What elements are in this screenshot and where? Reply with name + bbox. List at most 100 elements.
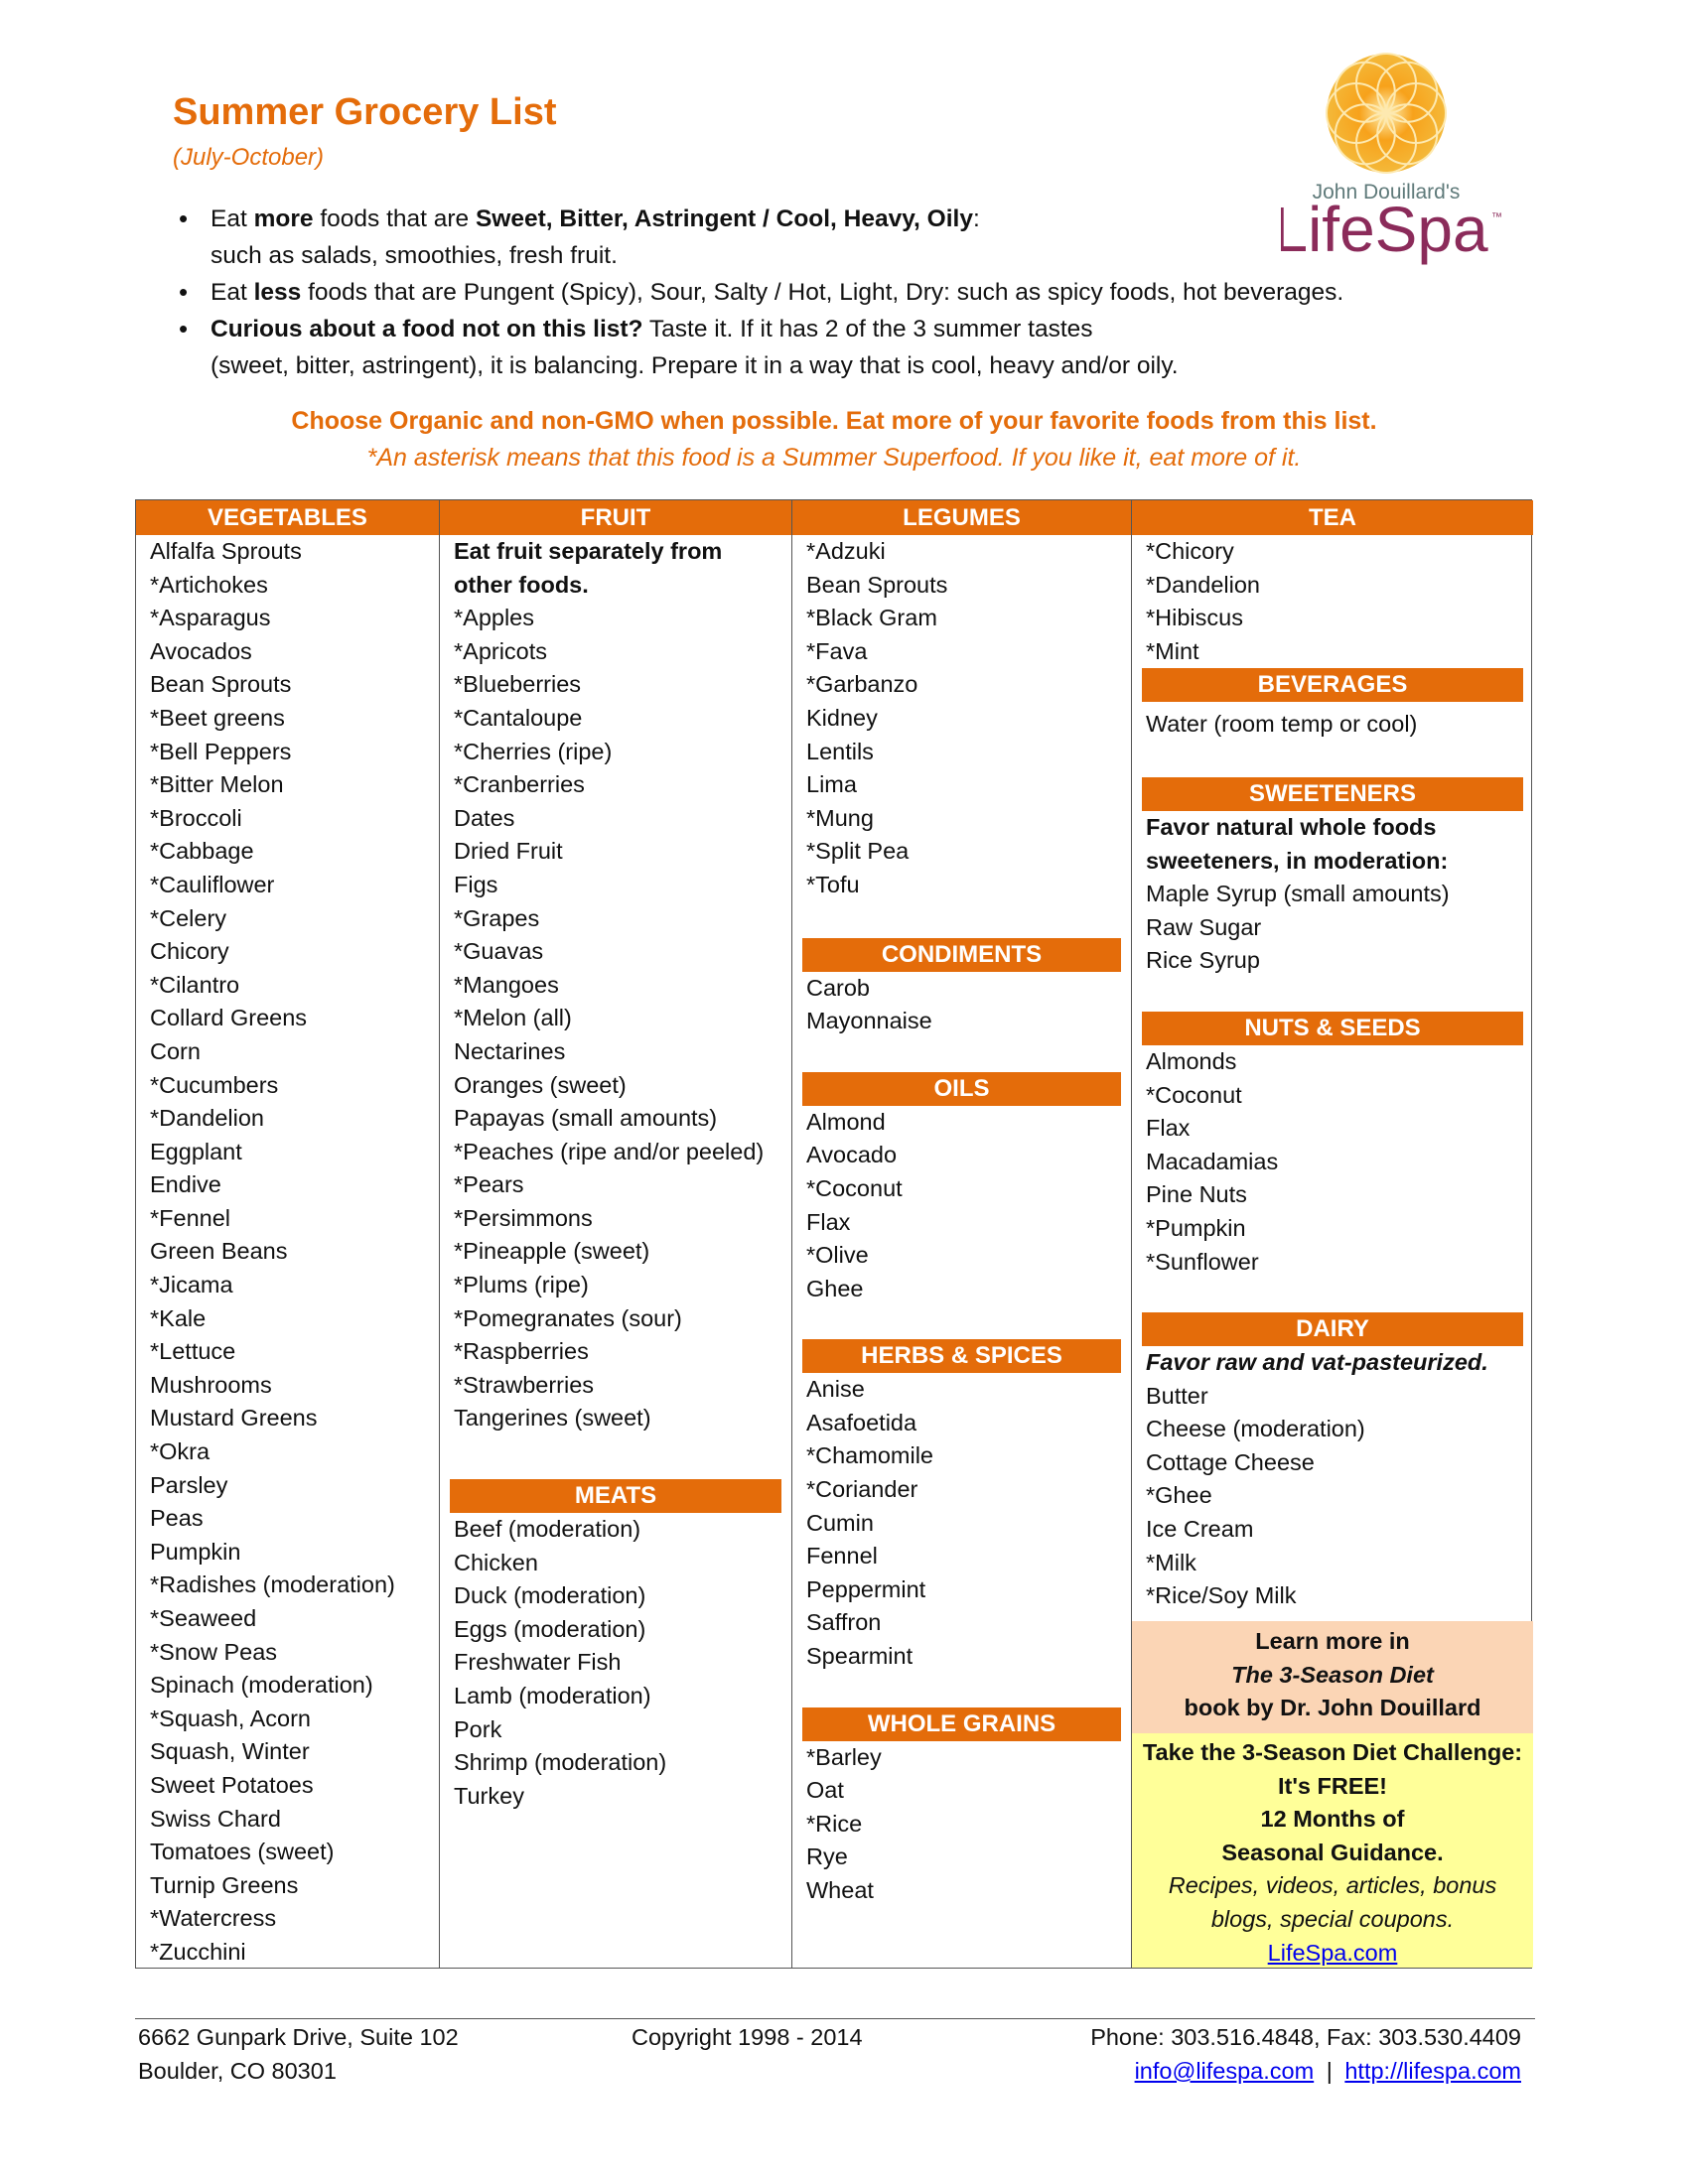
food-item: Macadamias [1146, 1148, 1279, 1174]
food-item: *Plums (ripe) [454, 1272, 589, 1298]
food-item: Tangerines (sweet) [454, 1405, 651, 1432]
food-item: *Cranberries [454, 771, 585, 798]
item-list: *Barley Oat *Rice Rye Wheat [792, 1741, 1131, 1908]
food-item: *Coriander [806, 1476, 918, 1503]
svg-text:™: ™ [1491, 211, 1502, 223]
food-item: Duck (moderation) [454, 1582, 646, 1609]
food-item: *Jicama [150, 1272, 233, 1298]
food-item: Shrimp (moderation) [454, 1749, 667, 1776]
promo-line: Learn more in [1255, 1628, 1410, 1654]
food-item: Avocados [150, 637, 252, 664]
food-item: Carob [806, 974, 871, 1001]
promo-line: It's FREE! [1277, 1772, 1388, 1799]
food-item: Flax [806, 1208, 851, 1235]
food-item: Pine Nuts [1146, 1181, 1247, 1208]
food-item: *Okra [150, 1438, 211, 1465]
food-item: Ghee [806, 1275, 864, 1301]
page-subtitle: (July-October) [173, 144, 325, 171]
food-item: *Watercress [150, 1905, 277, 1932]
organic-notice: Choose Organic and non-GMO when possible… [291, 407, 1377, 435]
food-item: Raw Sugar [1146, 913, 1262, 940]
food-item: *Fennel [150, 1204, 230, 1231]
section-note: Eat fruit separately from other foods. [454, 538, 723, 598]
food-item: Green Beans [150, 1238, 288, 1265]
food-item: *Pears [454, 1171, 524, 1198]
section-header-herbs-spices: HERBS & SPICES [802, 1339, 1121, 1374]
food-item: Eggplant [150, 1138, 242, 1164]
food-item: Water (room temp or cool) [1146, 711, 1418, 738]
food-item: Lamb (moderation) [454, 1683, 651, 1708]
food-item: *Split Pea [806, 838, 910, 865]
food-item: Sweet Potatoes [150, 1771, 314, 1798]
food-item: *Seaweed [150, 1605, 257, 1631]
food-item: *Cabbage [150, 838, 254, 865]
section-header-nuts-seeds: NUTS & SEEDS [1142, 1011, 1523, 1045]
website-link[interactable]: http://lifespa.com [1344, 2058, 1521, 2084]
page-title: Summer Grocery List [173, 91, 557, 133]
food-item: *Rice [806, 1810, 863, 1837]
food-item: *Hibiscus [1146, 605, 1243, 631]
grocery-table: VEGETABLES Alfalfa Sprouts *Artichokes *Asp… [135, 499, 1533, 1969]
food-item: Flax [1146, 1115, 1191, 1142]
food-item: Lima [806, 771, 857, 798]
item-list: Almonds *Coconut Flax Macadamias Pine Nuts *P… [1132, 1045, 1533, 1279]
food-item: *Cauliflower [150, 871, 275, 897]
section-header-dairy: DAIRY [1142, 1312, 1523, 1347]
food-item: *Chamomile [806, 1442, 933, 1469]
food-item: Eggs (moderation) [454, 1615, 646, 1642]
food-item: *Mint [1146, 637, 1199, 664]
food-item: Beef (moderation) [454, 1516, 641, 1543]
food-item: Alfalfa Sprouts [150, 538, 302, 564]
food-item: Saffron [806, 1609, 882, 1636]
food-item: *Fava [806, 637, 868, 664]
section-header-meats: MEATS [450, 1479, 781, 1514]
food-item: Wheat [806, 1877, 874, 1903]
address-line: Boulder, CO 80301 [138, 2058, 337, 2084]
item-list: Eat fruit separately from other foods. *A… [440, 535, 791, 1435]
food-item: Pork [454, 1715, 502, 1742]
lifespa-link[interactable]: LifeSpa.com [1267, 1939, 1398, 1966]
bullet-more: Eat more foods that are Sweet, Bitter, A… [179, 201, 1489, 274]
food-item: Figs [454, 871, 498, 897]
food-item: Kidney [806, 704, 878, 731]
section-note: Favor raw and vat-pasteurized. [1146, 1349, 1488, 1376]
food-item: Bean Sprouts [806, 571, 948, 598]
promo-line: blogs, special coupons. [1210, 1905, 1455, 1932]
section-header-vegetables: VEGETABLES [136, 500, 439, 535]
challenge-promo: Take the 3-Season Diet Challenge: It's F… [1132, 1733, 1533, 1968]
food-item: Fennel [806, 1543, 878, 1570]
food-item: *Kale [150, 1304, 207, 1331]
book-promo: Learn more in The 3-Season Diet book by … [1132, 1621, 1533, 1733]
section-header-condiments: CONDIMENTS [802, 937, 1121, 972]
food-item: Tomatoes (sweet) [150, 1839, 335, 1865]
food-item: *Ghee [1146, 1482, 1212, 1509]
column-1: VEGETABLES Alfalfa Sprouts *Artichokes *Asp… [136, 500, 440, 1968]
food-item: *Lettuce [150, 1338, 236, 1365]
food-item: *Blueberries [454, 671, 582, 698]
food-item: Cheese (moderation) [1146, 1416, 1365, 1442]
food-item: *Snow Peas [150, 1638, 278, 1665]
food-item: *Cucumbers [150, 1071, 279, 1098]
food-item: Turnip Greens [150, 1871, 299, 1898]
food-item: *Cherries (ripe) [454, 738, 613, 764]
food-item: Rye [806, 1843, 848, 1870]
food-item: Mustard Greens [150, 1405, 318, 1432]
svg-text:John Douillard's: John Douillard's [1313, 181, 1461, 204]
food-item: *Black Gram [806, 605, 937, 631]
food-item: *Grapes [454, 904, 540, 931]
food-item: *Coconut [806, 1174, 903, 1201]
food-item: *Beet greens [150, 704, 285, 731]
section-header-whole-grains: WHOLE GRAINS [802, 1706, 1121, 1741]
item-list: *Adzuki Bean Sprouts *Black Gram *Fava *Garb… [792, 535, 1131, 902]
footer-divider [135, 2018, 1535, 2019]
section-header-fruit: FRUIT [440, 500, 791, 535]
food-item: *Squash, Acorn [150, 1705, 311, 1731]
food-item: *Chicory [1146, 538, 1234, 564]
food-item: *Mangoes [454, 971, 559, 998]
email-link[interactable]: info@lifespa.com [1134, 2058, 1315, 2084]
food-item: Peppermint [806, 1575, 926, 1602]
column-3: LEGUMES *Adzuki Bean Sprouts *Black Gram *Fa… [792, 500, 1132, 1968]
food-item: Spearmint [806, 1643, 914, 1670]
food-item: Oranges (sweet) [454, 1071, 627, 1098]
food-item: *Cilantro [150, 971, 240, 998]
